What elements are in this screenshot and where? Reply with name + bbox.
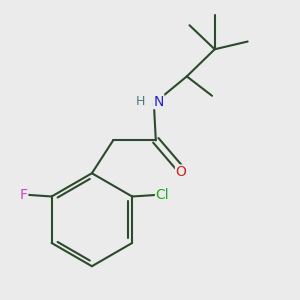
Text: O: O	[176, 165, 186, 179]
Text: N: N	[153, 94, 164, 109]
Text: Cl: Cl	[156, 188, 169, 202]
Text: F: F	[20, 188, 28, 202]
Text: H: H	[136, 95, 145, 108]
